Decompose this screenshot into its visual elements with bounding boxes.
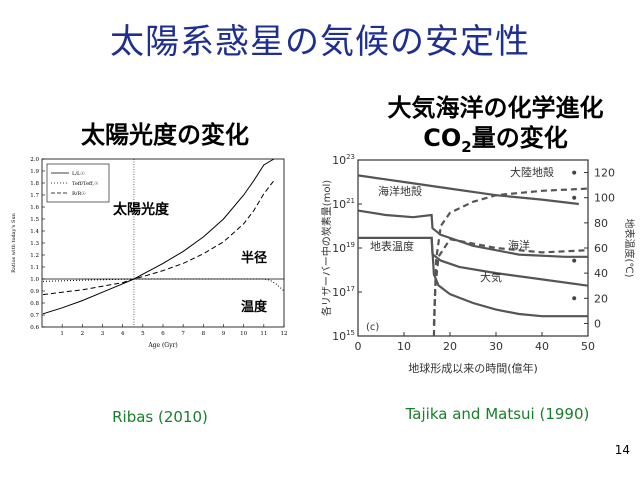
annotation-atmosphere: 大気 (480, 270, 502, 284)
right-y2-tick-label: 40 (594, 267, 608, 280)
right-y2-axis-label: 地表温度(℃) (623, 218, 636, 277)
legend-label-temperature: Teff/Teff,☉ (72, 181, 99, 187)
right-y-tick-label: 1017 (332, 285, 355, 299)
right-x-axis-label: 地球形成以来の時間(億年) (408, 361, 538, 375)
right-x-tick-label: 0 (355, 340, 362, 353)
right-y-tick-label: 1019 (332, 241, 355, 255)
carbon-reservoir-chart: 0 10 20 30 40 50 1015 1017 1019 1021 1023 0 20 40 60… (308, 152, 640, 387)
series-line-ocean-crust (357, 209, 588, 258)
right-y2-tick-label: 0 (594, 317, 601, 330)
left-x-tick-label: 6 (161, 331, 165, 337)
left-y-tick-label: 2.0 (30, 157, 39, 163)
annotation-surface-temperature: 地表温度 (370, 239, 414, 253)
page-title: 太陽系惑星の気候の安定性 (110, 22, 530, 62)
left-x-tick-label: 5 (141, 331, 145, 337)
left-source-caption: Ribas (2010) (112, 408, 208, 426)
legend-label-radius: R/R☉ (72, 191, 86, 197)
left-y-tick-label: 1.9 (30, 169, 39, 175)
right-x-tick-label: 50 (581, 340, 595, 353)
left-y-tick-label: 0.9 (30, 289, 39, 295)
subscript-2: 2 (461, 137, 472, 156)
annotation-ocean: 海洋 (508, 238, 530, 252)
left-y-tick-label: 0.7 (30, 313, 39, 319)
right-y-tick-label: 1015 (332, 329, 355, 343)
left-x-tick-label: 8 (202, 331, 206, 337)
series-end-marker (572, 296, 577, 301)
legend-label-luminosity: L/L☉ (72, 171, 85, 177)
right-y2-tick-label: 80 (594, 217, 608, 230)
legend: L/L☉ Teff/Teff,☉ R/R☉ (46, 163, 110, 203)
series-line-continental-crust (357, 174, 579, 206)
left-x-tick-label: 12 (281, 331, 288, 337)
left-y-tick-label: 0.6 (30, 325, 39, 331)
left-x-tick-label: 11 (260, 331, 267, 337)
right-y2-tick-label: 60 (594, 242, 608, 255)
series-end-marker (572, 258, 577, 263)
solar-luminosity-chart: 1 2 3 4 5 6 7 8 9 10 11 12 0.60.70.80.91.01.11.21.3… (5, 152, 290, 367)
series-line-continental-crust-dashed (432, 187, 589, 326)
left-y-axis-label: Ratios with today's Sun (11, 212, 17, 273)
right-y-tick-label: 1023 (332, 153, 355, 167)
right-y-tick-label: 1021 (332, 197, 355, 211)
left-y-tick-label: 1.1 (30, 265, 39, 271)
series-line-luminosity (42, 158, 275, 315)
left-x-tick-label: 3 (101, 331, 105, 337)
left-chart-heading: 太陽光度の変化 (81, 121, 249, 149)
right-x-tick-label: 40 (535, 340, 549, 353)
page-number: 14 (614, 443, 630, 457)
annotation-continental-crust: 大陸地殻 (510, 165, 554, 179)
series-line-surface-temperature (358, 236, 589, 287)
right-chart-heading-line1: 大気海洋の化学進化 (387, 94, 604, 122)
left-x-tick-label: 9 (222, 331, 226, 337)
left-y-tick-label: 1.5 (30, 217, 39, 223)
left-y-tick-label: 1.6 (30, 205, 39, 211)
right-x-tick-label: 20 (443, 340, 457, 353)
series-end-marker (572, 195, 577, 200)
right-chart-heading-line2: CO2量の変化 (358, 118, 633, 156)
right-x-tick-label: 10 (397, 340, 411, 353)
left-x-axis-label: Age (Gyr) (147, 342, 177, 349)
right-x-tick-label: 30 (489, 340, 503, 353)
left-y-tick-label: 0.8 (30, 301, 39, 307)
left-x-tick-label: 2 (81, 331, 85, 337)
left-y-tick-label: 1.8 (30, 181, 39, 187)
left-y-tick-label: 1.4 (30, 229, 39, 235)
right-y2-tick-label: 120 (594, 167, 615, 180)
series-end-marker (572, 170, 577, 175)
quantity-change-text: 量の変化 (471, 124, 568, 152)
left-x-tick-label: 7 (181, 331, 185, 337)
label-radius: 半径 (241, 250, 267, 266)
left-y-tick-label: 1.7 (30, 193, 39, 199)
right-y2-tick-label: 20 (594, 292, 608, 305)
left-y-tick-label: 1.0 (30, 277, 39, 283)
right-source-caption: Tajika and Matsui (1990) (405, 405, 590, 423)
right-y2-tick-label: 100 (594, 192, 615, 205)
label-luminosity: 太陽光度 (113, 201, 170, 218)
left-x-tick-label: 10 (240, 331, 247, 337)
co-text: CO (423, 124, 462, 152)
right-y-axis-label: 各リザーバー中の炭素量(mol) (320, 180, 333, 316)
annotation-ocean-crust: 海洋地殻 (378, 184, 422, 198)
panel-label: (c) (366, 322, 379, 333)
series-line-radius (42, 180, 275, 296)
left-x-tick-label: 1 (60, 331, 64, 337)
label-temperature: 温度 (241, 299, 268, 315)
left-y-tick-label: 1.2 (30, 253, 39, 259)
left-y-tick-label: 1.3 (30, 241, 39, 247)
left-x-tick-label: 4 (121, 331, 125, 337)
